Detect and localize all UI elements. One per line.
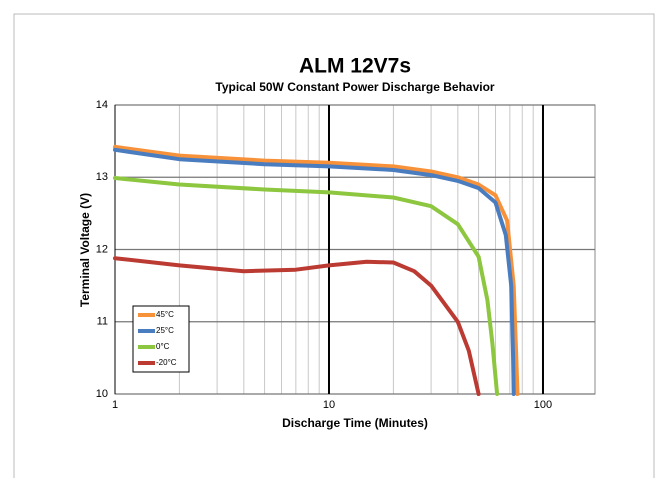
series-line	[113, 147, 516, 396]
series-line	[113, 176, 500, 396]
y-tick-label: 13	[96, 171, 108, 183]
x-tick-label: 1	[112, 399, 118, 411]
y-tick-label: 14	[96, 99, 108, 111]
y-tick-label: 10	[96, 388, 108, 400]
legend-label: 25°C	[156, 326, 174, 335]
chart-subtitle: Typical 50W Constant Power Discharge Beh…	[215, 80, 495, 94]
y-axis-label: Terminal Voltage (V)	[78, 193, 92, 307]
y-tick-label: 11	[97, 316, 108, 328]
x-tick-label: 10	[323, 399, 335, 411]
legend-label: 45°C	[156, 310, 174, 319]
series-line	[113, 144, 520, 396]
x-tick-label: 100	[534, 399, 552, 411]
frame	[13, 13, 655, 478]
series-line	[113, 256, 481, 396]
legend-label: -20°C	[156, 358, 177, 367]
y-tick-label: 12	[96, 243, 108, 255]
legend-label: 0°C	[156, 342, 170, 351]
chart-title: ALM 12V7s	[299, 55, 411, 78]
x-axis-label: Discharge Time (Minutes)	[282, 416, 428, 430]
